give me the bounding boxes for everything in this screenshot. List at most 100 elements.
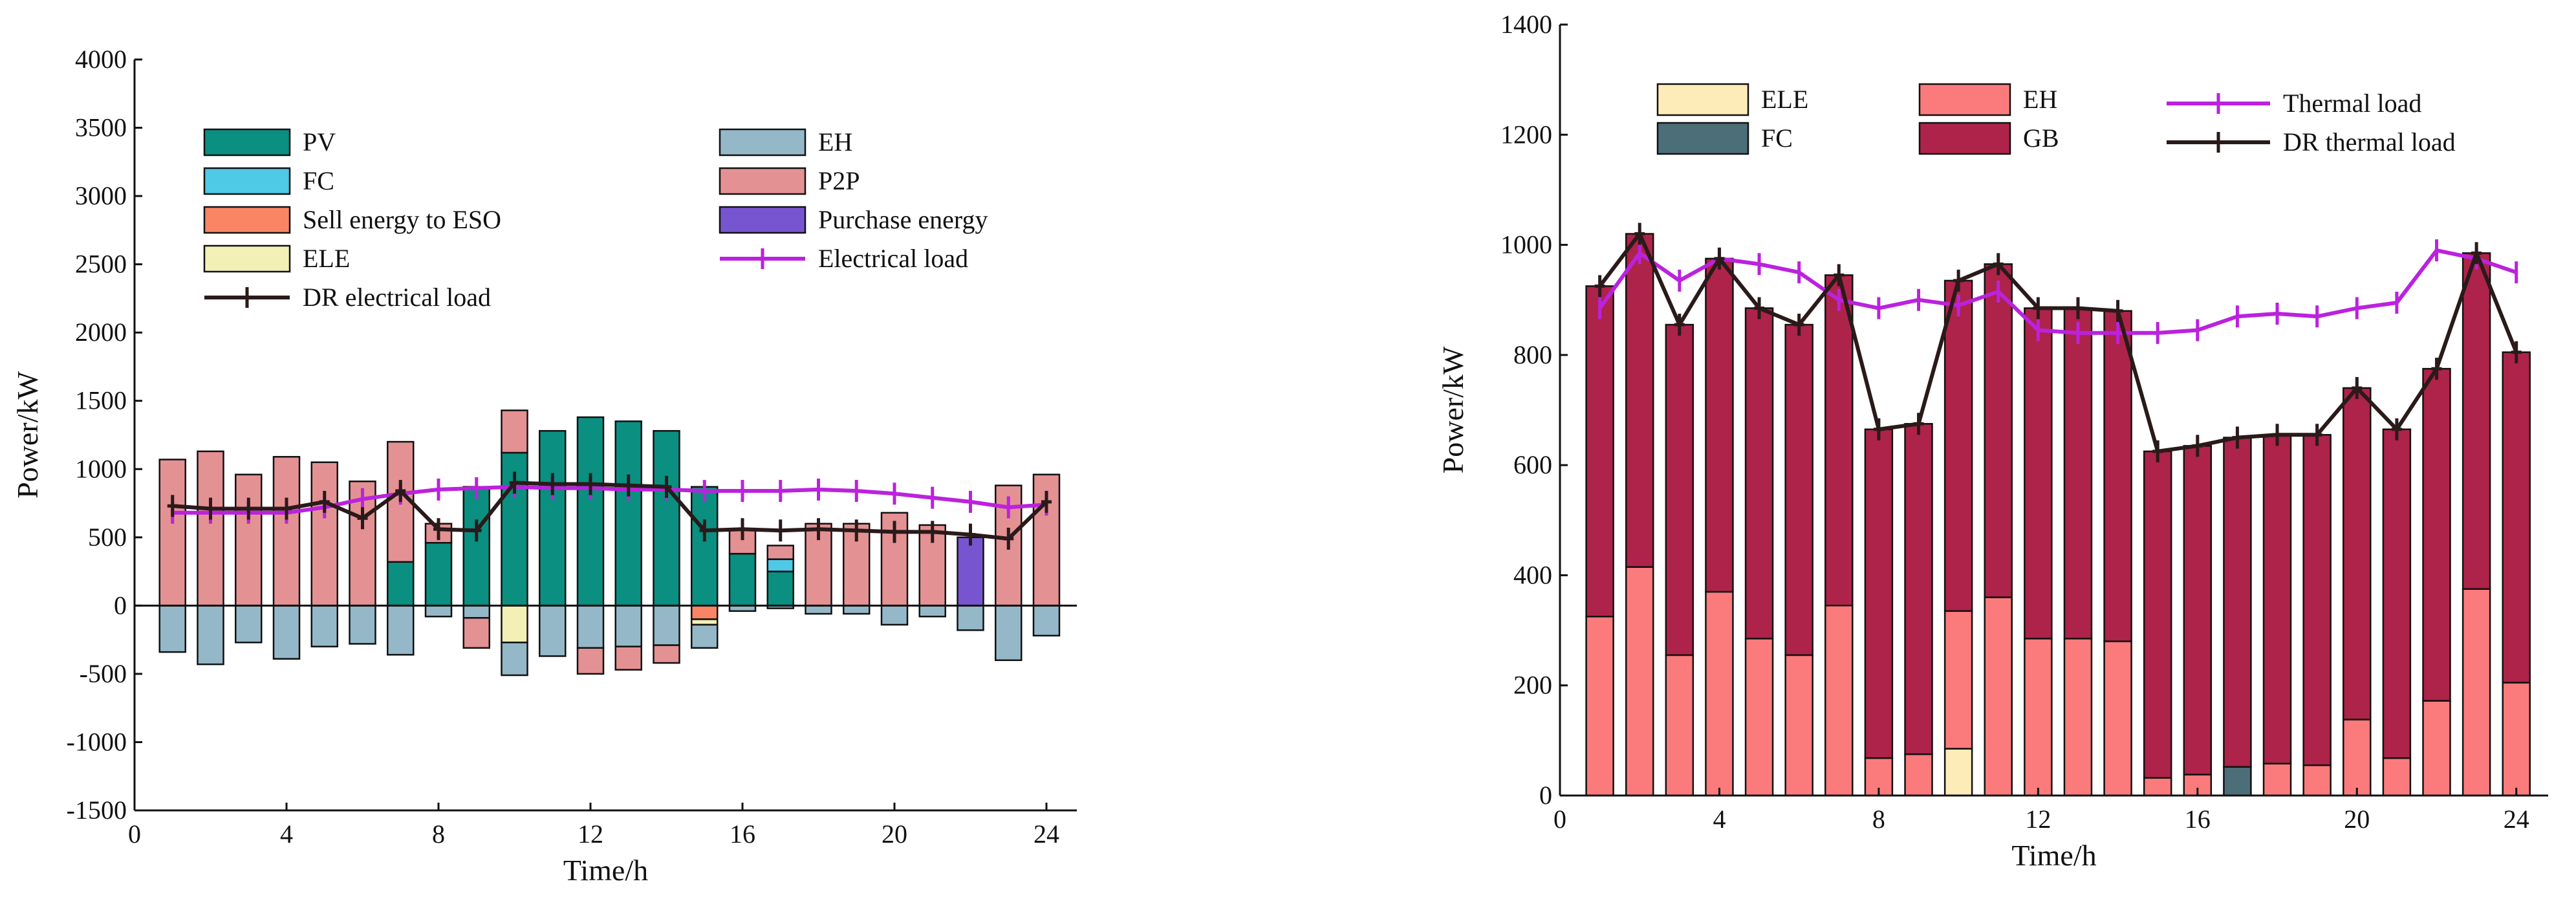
p2p-negative-bar [614,645,642,671]
fc-bar [766,558,794,572]
gb-bar [2262,434,2292,764]
eh-bar [691,623,719,649]
eh-bar [1744,638,1774,797]
y-tick-label: 1500 [75,386,127,415]
gb-bar [1625,233,1654,568]
gb-bar [2382,428,2412,759]
pv-bar [653,429,680,607]
eh-bar [805,605,832,615]
pv-bar [424,542,453,607]
gb-bar [2343,387,2372,720]
eh-bar [2262,763,2292,797]
sell-energy-to-eso-bar [691,605,719,620]
p2p-bar [766,545,794,560]
y-tick-label: 3500 [75,113,127,142]
eh-bar [462,605,490,619]
legend-swatch [203,167,291,195]
gb-bar [2462,252,2491,590]
legend-swatch [1656,83,1749,116]
x-tick-label: 12 [2025,805,2051,834]
dr-thermal-load-line [1598,232,2518,453]
legend-item-thermal-load: Thermal load [2167,89,2421,118]
eh-bar [2024,638,2053,797]
gb-bar [1665,323,1694,656]
y-tick-label: -1000 [67,727,127,756]
ele-bar [691,618,719,626]
p2p-bar [197,450,224,607]
x-tick-label: 16 [2185,805,2211,834]
gb-bar [1824,274,1854,607]
ele-bar [501,605,528,644]
pv-bar [576,416,605,607]
thermal-load-series [1598,239,2518,344]
eh-bar [843,605,871,615]
eh-bar [2063,638,2093,797]
gb-bar [1705,257,1734,593]
eh-bar [2103,640,2132,797]
y-tick-label: 1000 [1500,230,1552,259]
pv-bar [539,429,567,607]
gb-bar [1784,323,1813,656]
legend-swatch [203,244,291,273]
y-axis-title: Power/kW [1436,346,1469,473]
y-tick-label: 1200 [1500,120,1552,149]
eh-bar [310,605,338,647]
y-tick-label: 1400 [1500,10,1552,39]
eh-bar [2502,682,2531,797]
y-tick-label: 0 [1539,781,1552,810]
gb-bar [1943,279,1973,612]
legend-item-eh: EH [1918,83,2057,116]
x-tick-label: 12 [578,819,603,849]
legend-item-electrical-load: Electrical load [720,244,968,273]
legend: PV FC Sell energy to ESO ELE DR electrical l… [203,127,988,312]
legend-label: DR thermal load [2283,127,2456,157]
gb-bar [2183,445,2213,775]
eh-bar [1984,596,2013,797]
y-tick-label: 2000 [75,318,127,347]
eh-bar [158,605,186,653]
legend-label: ELE [303,244,350,273]
x-tick-label: 24 [2504,805,2529,834]
x-axis-title: Time/h [2011,839,2096,872]
bars [158,409,1061,677]
electrical-load-line [172,484,1047,515]
y-tick-label: -500 [80,659,127,688]
legend-item-sell-energy-to-eso: Sell energy to ESO [203,205,501,234]
eh-bar [918,605,946,618]
p2p-negative-bar [576,647,605,675]
legend-swatch [203,128,291,157]
legend-label: ELE [1761,85,1808,114]
x-tick-label: 4 [1713,805,1726,834]
gb-bar [2024,307,2053,640]
pv-bar [766,570,794,607]
eh-bar [576,605,605,649]
gb-bar [2422,367,2451,702]
purchase-energy-bar [957,536,984,607]
eh-bar [235,605,263,644]
legend-item-p2p: P2P [719,166,860,195]
legend-label: P2P [818,166,860,195]
gb-bar [1744,307,1774,640]
pv-bar [691,486,719,607]
x-tick-label: 8 [432,819,445,849]
pv-bar [462,486,490,607]
eh-bar [1032,605,1061,637]
x-axis-title: Time/h [563,854,648,887]
y-tick-label: 400 [1513,560,1552,589]
pv-bar [387,561,415,607]
gb-bar [1984,263,2013,598]
legend-swatch [719,128,806,157]
legend-item-dr-electrical-load: DR electrical load [204,283,491,312]
legend-item-eh: EH [719,127,852,157]
y-tick-label: -1500 [67,796,127,825]
gb-bar [2103,310,2132,642]
dr-thermal-load-series [1594,222,2522,462]
legend-label: EH [818,127,852,157]
gb-bar [1585,285,1614,618]
eh-bar [2143,777,2172,797]
eh-bar [1585,616,1614,797]
y-tick-label: 0 [114,590,127,620]
x-tick-label: 16 [730,819,755,849]
legend-swatch [1656,122,1749,155]
